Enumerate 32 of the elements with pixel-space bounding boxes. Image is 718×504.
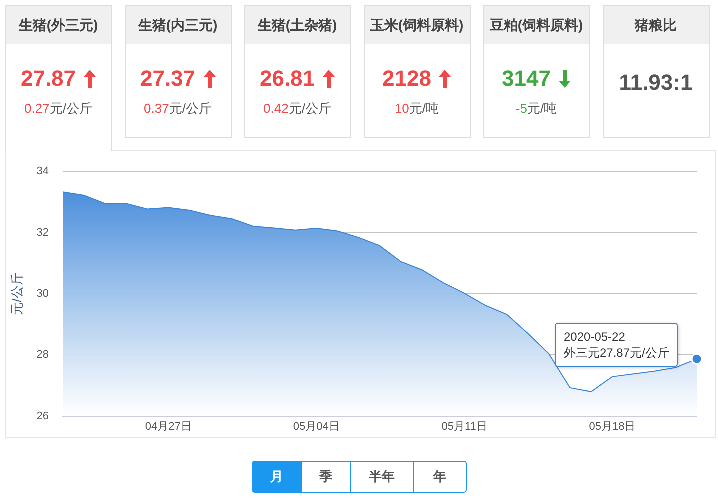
x-tick-label: 05月18日 [589, 421, 636, 434]
x-tick-label: 05月04日 [293, 421, 340, 434]
text: 玉米(饲料原料) [364, 6, 470, 44]
y-axis-title: 元/公斤 [9, 272, 24, 316]
y-tick-label: 32 [36, 226, 49, 239]
text: 豆粕(饲料原料) [484, 6, 589, 44]
y-tick-label: 30 [36, 288, 49, 300]
text: 27.87 [20, 66, 76, 92]
text: 生猪(土杂猪) [245, 6, 350, 44]
text: 生猪(内三元) [126, 6, 230, 44]
text: -5元/吨 [514, 100, 558, 118]
text: 26.81 [260, 66, 316, 92]
text: 0.42元/公斤 [262, 100, 332, 118]
y-tick-label: 28 [36, 349, 49, 362]
text: 猪粮比 [604, 6, 708, 44]
text: 3147 [502, 66, 551, 92]
text: 0.37元/公斤 [143, 100, 213, 118]
y-tick-label: 34 [36, 166, 49, 178]
text: 11.93:1 [619, 70, 693, 96]
y-tick-label: 26 [36, 410, 49, 422]
text: 季 [301, 462, 350, 492]
annotation: 2020-05-22 外三元27.87元/公斤 [564, 329, 670, 362]
text: 10元/吨 [394, 100, 440, 118]
x-tick-label: 04月27日 [145, 421, 192, 434]
text: 2128 [382, 66, 432, 92]
text: 月 [253, 462, 301, 492]
text: 年 [413, 462, 466, 492]
text: 半年 [350, 462, 413, 492]
text: 0.27元/公斤 [24, 100, 94, 118]
text: 生猪(外三元) [6, 6, 111, 44]
x-tick-label: 05月11日 [442, 421, 488, 434]
text: 27.37 [140, 66, 196, 92]
